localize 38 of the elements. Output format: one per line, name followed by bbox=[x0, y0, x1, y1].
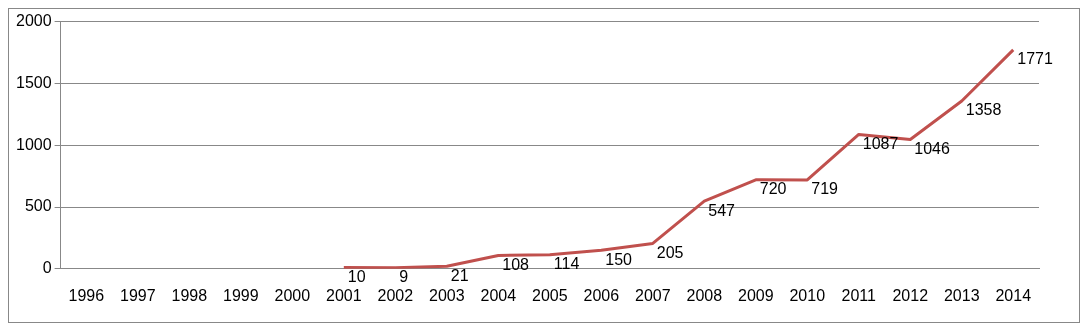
data-label: 1771 bbox=[1017, 50, 1053, 68]
y-tick-label: 1000 bbox=[16, 135, 52, 153]
x-tick-label: 2004 bbox=[480, 286, 517, 304]
x-tick-label: 2014 bbox=[995, 286, 1032, 304]
x-tick-label: 2001 bbox=[326, 286, 362, 304]
data-label: 114 bbox=[553, 255, 580, 273]
data-label: 108 bbox=[502, 255, 530, 273]
x-tick-label: 2008 bbox=[686, 286, 723, 304]
data-label: 10 bbox=[347, 267, 366, 285]
data-label: 150 bbox=[605, 250, 633, 268]
x-tick-label: 2002 bbox=[377, 286, 414, 304]
x-tick-label: 2007 bbox=[634, 286, 671, 304]
data-label: 720 bbox=[759, 180, 787, 198]
x-tick-label: 2009 bbox=[737, 286, 774, 304]
data-label: 21 bbox=[450, 266, 469, 284]
x-tick-label: 2003 bbox=[429, 286, 465, 304]
x-tick-label: 2006 bbox=[583, 286, 620, 304]
y-tick-label: 500 bbox=[24, 197, 52, 215]
data-label: 1087 bbox=[862, 134, 899, 152]
y-tick-label: 1500 bbox=[16, 73, 52, 91]
x-tick-label: 2005 bbox=[532, 286, 568, 304]
x-tick-label: 2013 bbox=[943, 286, 980, 304]
x-tick-label: 1997 bbox=[120, 286, 156, 304]
x-tick-label: 2011 bbox=[841, 286, 877, 304]
data-label: 9 bbox=[399, 268, 409, 286]
data-label: 1046 bbox=[914, 139, 950, 157]
x-tick-label: 1999 bbox=[223, 286, 259, 304]
x-tick-label: 2012 bbox=[892, 286, 929, 304]
y-tick-label: 2000 bbox=[16, 12, 52, 30]
data-label: 1358 bbox=[965, 101, 1002, 119]
x-tick-label: 1996 bbox=[68, 286, 105, 304]
x-tick-label: 1998 bbox=[171, 286, 208, 304]
x-tick-label: 2010 bbox=[789, 286, 826, 304]
data-label: 547 bbox=[708, 201, 736, 219]
data-label: 205 bbox=[656, 243, 684, 261]
data-label: 719 bbox=[811, 180, 839, 198]
x-tick-label: 2000 bbox=[274, 286, 311, 304]
y-tick-label: 0 bbox=[42, 259, 52, 277]
